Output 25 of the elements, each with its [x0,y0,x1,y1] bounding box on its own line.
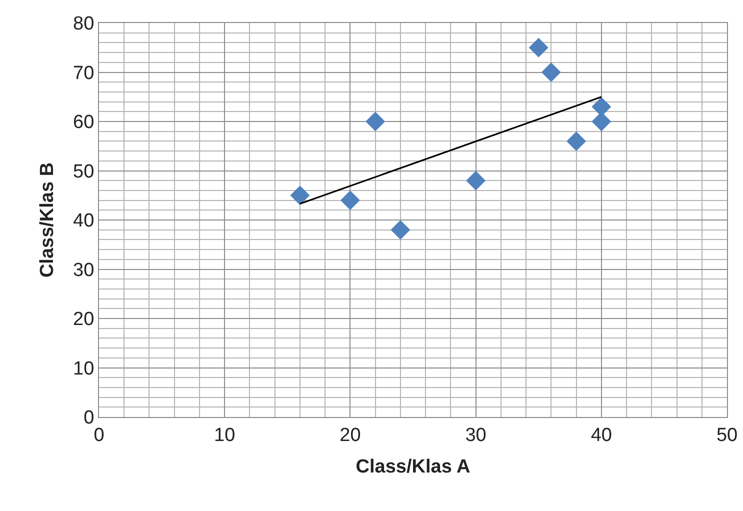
x-tick-label: 40 [590,424,612,446]
point [592,96,612,116]
y-tick-label: 20 [73,309,94,330]
y-tick-label: 0 [84,408,94,429]
point [528,38,548,58]
point [466,170,486,190]
y-axis-title: Class/Klas B [36,162,58,278]
point [390,220,410,240]
x-tick-label: 50 [716,424,738,446]
y-tick-label: 70 [73,62,94,84]
point [290,186,310,206]
y-tick-label: 50 [73,161,94,182]
x-tick-label: 20 [340,424,361,446]
y-tick-label: 60 [73,112,94,134]
x-axis-title: Class/Klas A [356,456,470,478]
x-tick-label: 30 [465,424,486,446]
y-tick-label: 80 [73,14,94,35]
point [340,190,360,210]
x-tick-label: 10 [214,424,236,446]
point [541,62,561,82]
y-tick-label: 10 [73,358,94,380]
y-tick-label: 30 [73,260,94,281]
point [366,112,386,132]
point [566,131,586,151]
y-tick-label: 40 [73,210,94,232]
